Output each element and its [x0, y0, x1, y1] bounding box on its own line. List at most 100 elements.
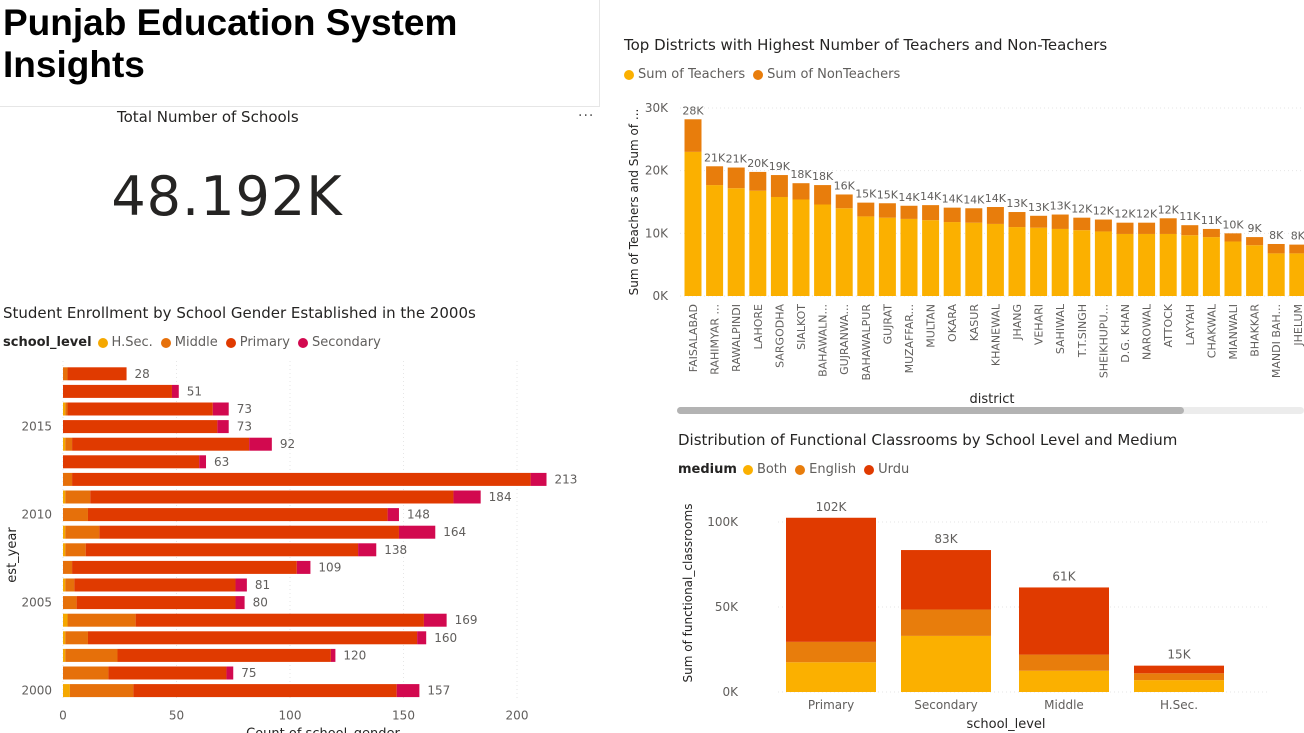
horizontal-scrollbar[interactable]: [677, 407, 1304, 414]
bar-secondary: [249, 437, 272, 451]
y-tick-label: 2000: [21, 684, 52, 698]
bar-hsec: [63, 525, 66, 539]
data-label: 157: [427, 684, 450, 698]
data-label: 18K: [812, 170, 834, 183]
legend-label: Both: [756, 462, 788, 477]
legend-item-english[interactable]: English: [795, 462, 856, 477]
legend-item-primary[interactable]: Primary: [225, 335, 290, 350]
legend-label: Urdu: [878, 462, 910, 477]
data-label: 21K: [704, 151, 726, 164]
legend-item-middle[interactable]: Middle: [160, 335, 218, 350]
bar-nonteachers: [878, 203, 896, 218]
bar-nonteachers: [1181, 225, 1199, 236]
x-tick-label: NAROWAL: [1141, 303, 1154, 360]
legend-title: medium: [678, 462, 737, 477]
legend-label: English: [809, 462, 857, 477]
x-tick-label: SAHIWAL: [1054, 303, 1067, 354]
bar-nonteachers: [1073, 217, 1091, 231]
bar-middle: [69, 684, 134, 698]
data-label: 14K: [942, 193, 964, 206]
y-tick-label: 2010: [21, 508, 52, 522]
teachers-legend: Sum of Teachers Sum of NonTeachers: [624, 67, 908, 82]
data-label: 169: [455, 613, 478, 627]
data-label: 148: [407, 508, 430, 522]
bar-primary: [108, 666, 227, 680]
data-label: 8K: [1269, 229, 1284, 242]
bar-urdu: [1134, 665, 1224, 674]
bar-secondary: [212, 402, 229, 416]
bar-nonteachers: [727, 167, 745, 189]
y-tick-label: 100K: [707, 515, 739, 529]
bar-nonteachers: [770, 175, 788, 197]
bar-secondary: [423, 613, 447, 627]
scrollbar-thumb[interactable]: [677, 407, 1184, 414]
legend-item-nonteachers[interactable]: Sum of NonTeachers: [753, 67, 900, 82]
x-tick-label: GUJRANWA...: [838, 304, 851, 375]
legend-item-hsec[interactable]: H.Sec.: [97, 335, 153, 350]
bar-middle: [65, 543, 86, 557]
x-tick-label: T.T.SINGH: [1076, 304, 1089, 358]
bar-middle: [65, 437, 73, 451]
x-tick-label: GUJRAT: [881, 304, 894, 345]
bar-nonteachers: [1246, 237, 1264, 246]
data-label: 14K: [898, 191, 920, 204]
data-label: 213: [555, 472, 578, 486]
bar-nonteachers: [1138, 222, 1156, 234]
bar-teachers: [770, 196, 788, 296]
legend-dot-icon: [97, 337, 108, 348]
legend-item-teachers[interactable]: Sum of Teachers: [624, 67, 745, 82]
data-label: 164: [443, 525, 466, 539]
legend-item-both[interactable]: Both: [742, 462, 788, 477]
teachers-chart[interactable]: 0K 10K 20K 30K Sum of Teachers and Sum of ..…: [600, 90, 1304, 408]
more-options-icon[interactable]: ···: [578, 108, 595, 124]
x-tick-label: 50: [169, 708, 184, 722]
classrooms-chart[interactable]: 0K 50K 100K Sum of functional_classrooms 102…: [670, 485, 1304, 733]
x-tick-label: OKARA: [946, 304, 959, 342]
bar-teachers: [835, 208, 853, 296]
enrollment-chart[interactable]: 0 50 100 150 200 28 51 73 73 92 63 213 184 148 164 138 1…: [0, 355, 600, 733]
bar-middle: [63, 508, 88, 522]
bar-secondary: [217, 420, 229, 434]
x-tick-label: CHAKWAL: [1205, 303, 1218, 358]
bar-teachers: [706, 185, 724, 296]
bar-middle: [63, 367, 68, 381]
data-label: 19K: [769, 160, 791, 173]
x-tick-label: BHAKKAR: [1249, 304, 1262, 357]
bar-secondary: [417, 631, 427, 645]
bar-teachers: [1073, 230, 1091, 296]
x-tick-label: KHANEWAL: [989, 303, 1002, 366]
bar-secondary: [396, 684, 420, 698]
bar-nonteachers: [965, 208, 983, 223]
classrooms-legend: medium Both English Urdu: [678, 462, 917, 477]
bar-teachers: [1224, 241, 1242, 296]
legend-item-urdu[interactable]: Urdu: [864, 462, 909, 477]
bar-hsec: [63, 578, 66, 592]
bar-middle: [63, 596, 77, 610]
data-label: 184: [489, 490, 512, 504]
bar-teachers: [1051, 228, 1069, 296]
legend-item-secondary[interactable]: Secondary: [297, 335, 381, 350]
bar-nonteachers: [706, 166, 724, 186]
bar-nonteachers: [1202, 228, 1220, 238]
x-tick-label: BAHAWALPUR: [860, 304, 873, 381]
y-tick-label: 0K: [652, 289, 669, 303]
x-axis-label: school_level: [966, 717, 1045, 732]
bar-teachers: [1138, 233, 1156, 296]
data-label: 13K: [1006, 197, 1028, 210]
bar-both: [901, 635, 991, 692]
bar-primary: [67, 402, 213, 416]
bar-middle: [63, 666, 109, 680]
bar-nonteachers: [1289, 244, 1304, 254]
bar-nonteachers: [1224, 233, 1242, 242]
bar-hsec: [63, 648, 66, 662]
bar-urdu: [901, 550, 991, 610]
x-tick-label: Primary: [808, 698, 854, 712]
bar-english: [786, 641, 876, 663]
bar-primary: [63, 455, 200, 469]
y-tick-label: 50K: [715, 600, 739, 614]
data-label: 12K: [1114, 208, 1136, 221]
x-tick-label: FAISALABAD: [687, 304, 700, 372]
legend-dot-icon: [742, 464, 753, 475]
bar-secondary: [171, 384, 179, 398]
bar-nonteachers: [986, 207, 1004, 224]
